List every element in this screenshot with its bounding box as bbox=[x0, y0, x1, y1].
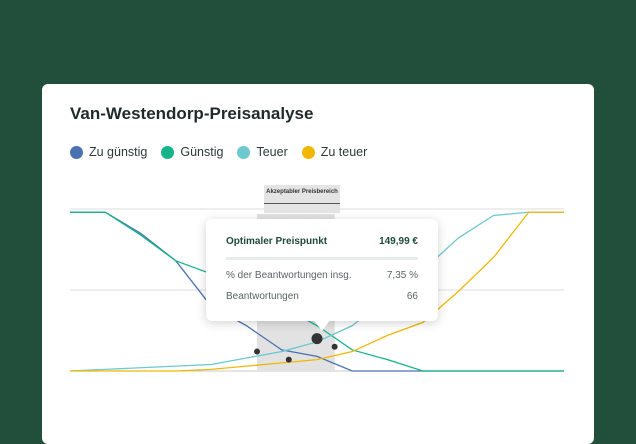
series-line-3 bbox=[70, 211, 564, 372]
tooltip-row-responses-value: 66 bbox=[406, 291, 418, 302]
tooltip-header-value: 149,99 € bbox=[379, 236, 418, 247]
tooltip-pointer bbox=[313, 319, 331, 331]
legend-dot-teuer bbox=[237, 145, 251, 159]
intersection-point-0 bbox=[254, 348, 261, 355]
tooltip-divider bbox=[226, 257, 418, 260]
tooltip-row-percent: % der Beantwortungen insg. 7,35 % bbox=[226, 270, 418, 281]
legend-item-zu-guenstig[interactable]: Zu günstig bbox=[70, 145, 147, 159]
tooltip-header-label: Optimaler Preispunkt bbox=[226, 236, 328, 247]
legend-label-zu-teuer: Zu teuer bbox=[320, 145, 368, 159]
intersection-point-1 bbox=[285, 356, 292, 363]
tooltip-header: Optimaler Preispunkt 149,99 € bbox=[226, 236, 418, 247]
legend-label-teuer: Teuer bbox=[256, 145, 288, 159]
legend-dot-zu-guenstig bbox=[70, 145, 83, 159]
tooltip-row-percent-label: % der Beantwortungen insg. bbox=[226, 270, 352, 281]
legend-item-teuer[interactable]: Teuer bbox=[237, 145, 288, 159]
legend-item-guenstig[interactable]: Günstig bbox=[161, 145, 223, 159]
chart-title: Van-Westendorp-Preisanalyse bbox=[70, 104, 314, 123]
chart-legend: Zu günstig Günstig Teuer Zu teuer bbox=[70, 145, 367, 159]
intersection-point-2 bbox=[311, 333, 323, 345]
acceptable-range-label-underline bbox=[264, 203, 340, 204]
tooltip-row-responses: Beantwortungen 66 bbox=[226, 291, 418, 302]
tooltip-row-responses-label: Beantwortungen bbox=[226, 291, 299, 302]
intersection-points bbox=[254, 333, 338, 363]
legend-dot-guenstig bbox=[161, 145, 175, 159]
legend-label-guenstig: Günstig bbox=[180, 145, 224, 159]
legend-label-zu-guenstig: Zu günstig bbox=[89, 145, 148, 159]
price-tooltip: Optimaler Preispunkt 149,99 € % der Bean… bbox=[206, 219, 438, 331]
acceptable-range-label: Akzeptabler Preisbereich bbox=[264, 185, 340, 213]
chart-card: Van-Westendorp-Preisanalyse Zu günstig G… bbox=[42, 84, 594, 444]
acceptable-range-label-text: Akzeptabler Preisbereich bbox=[266, 189, 338, 195]
tooltip-row-percent-value: 7,35 % bbox=[386, 270, 418, 281]
legend-dot-zu-teuer bbox=[301, 145, 315, 159]
intersection-point-3 bbox=[331, 343, 338, 350]
legend-item-zu-teuer[interactable]: Zu teuer bbox=[301, 145, 368, 159]
